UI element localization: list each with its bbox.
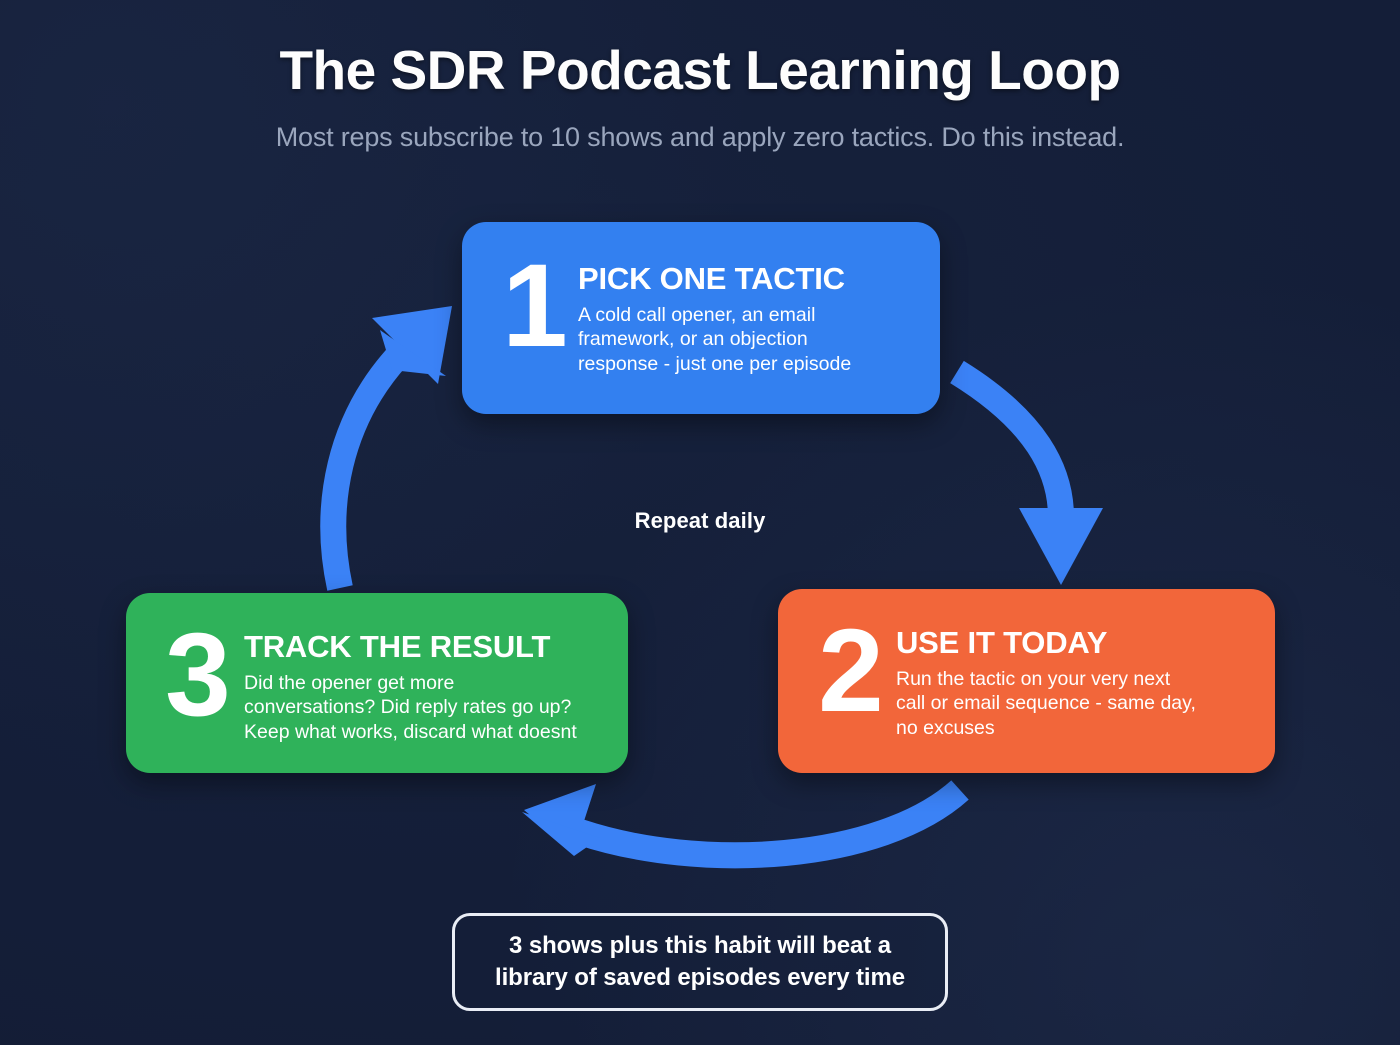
step-description-1: A cold call opener, an email framework, …	[578, 303, 852, 375]
footer-callout: 3 shows plus this habit will beat a libr…	[452, 913, 948, 1011]
step-number-3: 3	[165, 609, 231, 741]
step-body-2: USE IT TODAY Run the tactic on your very…	[896, 625, 1251, 740]
step-body-3: TRACK THE RESULT Did the opener get more…	[244, 629, 610, 744]
step-card-pick-one-tactic[interactable]: 1 PICK ONE TACTIC A cold call opener, an…	[462, 222, 940, 414]
center-label: Repeat daily	[634, 508, 766, 533]
step-card-use-it-today[interactable]: 2 USE IT TODAY Run the tactic on your ve…	[778, 589, 1275, 773]
step-title-2: USE IT TODAY	[896, 625, 1108, 660]
step-description-3: Did the opener get more conversations? D…	[244, 671, 577, 743]
page-title: The SDR Podcast Learning Loop	[279, 39, 1121, 101]
step-number-1: 1	[502, 240, 568, 372]
step-description-2: Run the tactic on your very next call or…	[896, 667, 1196, 739]
arrow-step1-to-step2	[950, 360, 1103, 585]
step-title-3: TRACK THE RESULT	[244, 629, 551, 664]
step-title-1: PICK ONE TACTIC	[578, 261, 845, 296]
step-body-1: PICK ONE TACTIC A cold call opener, an e…	[578, 261, 914, 376]
step-number-2: 2	[818, 605, 884, 737]
footer-text: 3 shows plus this habit will beat a libr…	[495, 932, 905, 991]
step-card-track-the-result[interactable]: 3 TRACK THE RESULT Did the opener get mo…	[126, 593, 628, 773]
arrow-step2-to-step3	[522, 780, 969, 869]
arrow-step3-to-step1	[320, 306, 452, 591]
page-subtitle: Most reps subscribe to 10 shows and appl…	[275, 122, 1125, 152]
